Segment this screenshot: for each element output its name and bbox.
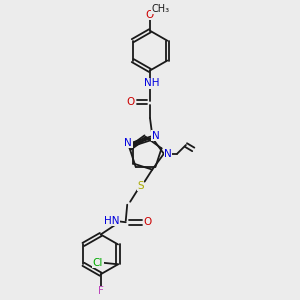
Text: NH: NH <box>144 78 159 88</box>
Text: S: S <box>137 181 144 191</box>
Text: Cl: Cl <box>93 258 103 268</box>
Text: O: O <box>144 217 152 227</box>
Text: N: N <box>124 137 132 148</box>
Text: CH₃: CH₃ <box>152 4 169 14</box>
Text: N: N <box>152 130 160 141</box>
Text: O: O <box>127 97 135 107</box>
Text: HN: HN <box>104 216 120 226</box>
Text: O: O <box>146 10 154 20</box>
Text: N: N <box>164 149 172 159</box>
Text: F: F <box>98 286 104 296</box>
